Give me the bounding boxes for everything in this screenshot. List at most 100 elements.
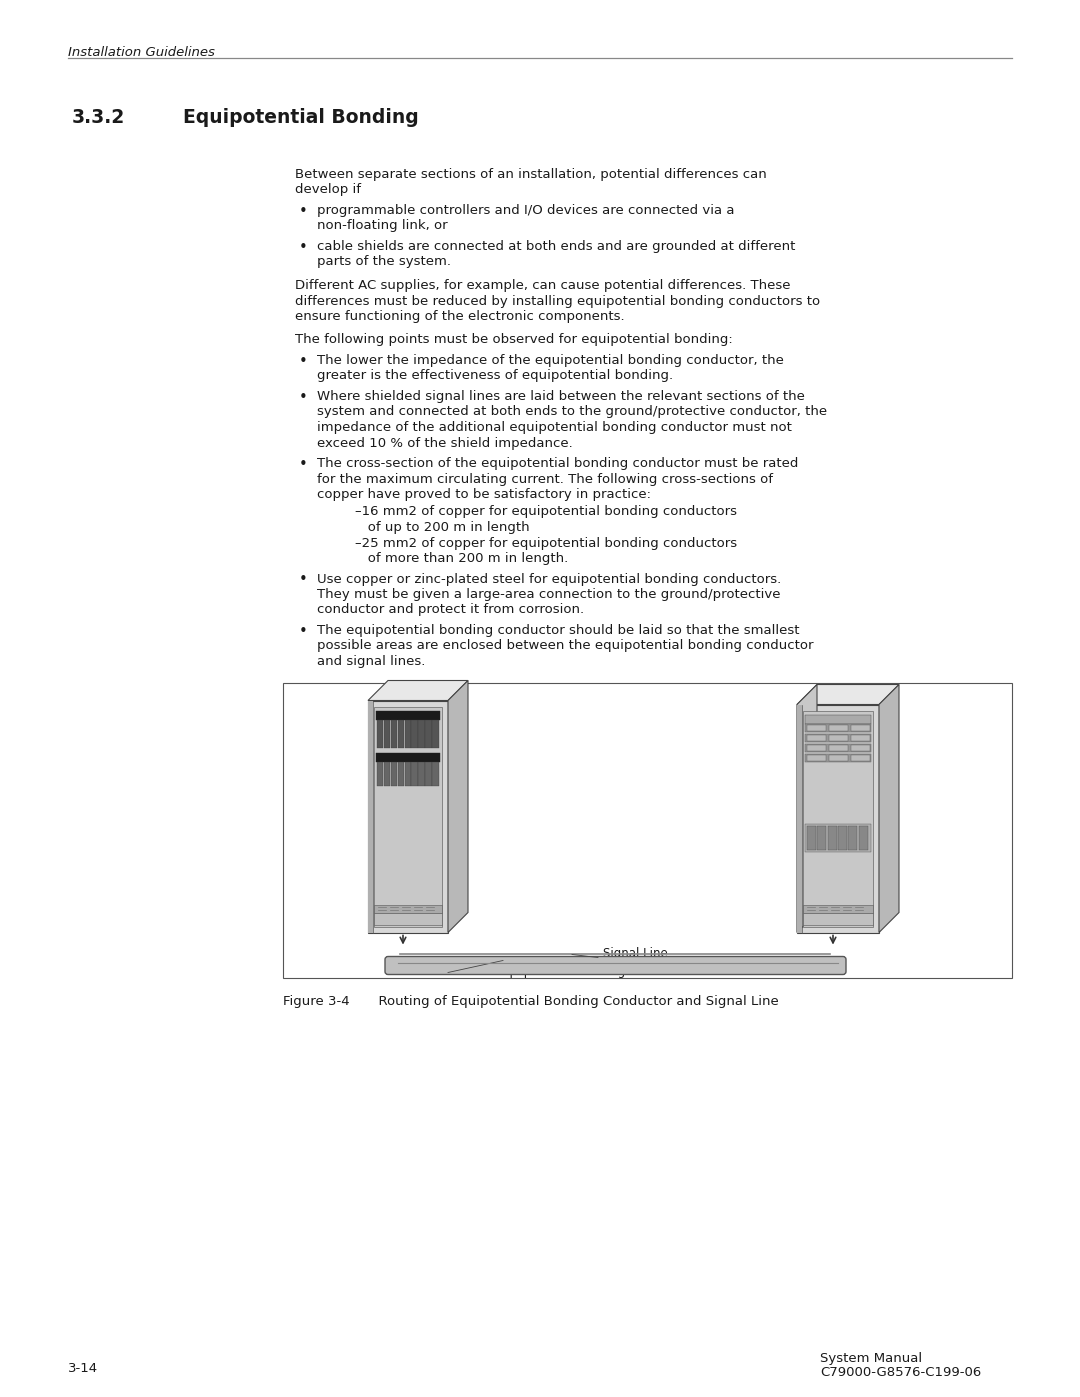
FancyBboxPatch shape	[384, 957, 846, 975]
Bar	[859, 826, 867, 849]
Bar	[848, 826, 858, 849]
Text: of up to 200 m in length: of up to 200 m in length	[355, 521, 529, 534]
Bar	[374, 707, 442, 926]
Polygon shape	[448, 680, 468, 933]
Text: system and connected at both ends to the ground/protective conductor, the: system and connected at both ends to the…	[318, 405, 827, 419]
Text: •: •	[299, 457, 308, 472]
Bar	[283, 683, 1012, 978]
Polygon shape	[879, 685, 899, 933]
Polygon shape	[368, 680, 468, 700]
Bar	[368, 700, 448, 933]
Bar	[797, 704, 879, 933]
Bar	[829, 735, 848, 740]
Bar	[432, 719, 438, 747]
Text: –16 mm2 of copper for equipotential bonding conductors: –16 mm2 of copper for equipotential bond…	[355, 506, 737, 518]
Bar	[805, 753, 870, 761]
Text: and signal lines.: and signal lines.	[318, 655, 426, 668]
Text: Different AC supplies, for example, can cause potential differences. These: Different AC supplies, for example, can …	[295, 279, 791, 292]
Text: The lower the impedance of the equipotential bonding conductor, the: The lower the impedance of the equipoten…	[318, 353, 784, 367]
Bar	[411, 719, 418, 747]
Bar	[829, 754, 848, 760]
Polygon shape	[797, 685, 899, 704]
Polygon shape	[797, 685, 816, 933]
Text: EquipotentialBonding Conductor: EquipotentialBonding Conductor	[498, 965, 690, 978]
Bar	[804, 711, 873, 926]
Text: impedance of the additional equipotential bonding conductor must not: impedance of the additional equipotentia…	[318, 420, 792, 434]
Bar	[829, 745, 848, 750]
Text: cable shields are connected at both ends and are grounded at different: cable shields are connected at both ends…	[318, 240, 795, 253]
Bar	[374, 912, 442, 925]
Text: programmable controllers and I/O devices are connected via a: programmable controllers and I/O devices…	[318, 204, 734, 217]
Text: greater is the effectiveness of equipotential bonding.: greater is the effectiveness of equipote…	[318, 369, 673, 383]
Bar	[807, 735, 826, 740]
Bar	[418, 761, 424, 785]
Bar	[807, 725, 826, 731]
Bar	[818, 826, 826, 849]
Text: non-floating link, or: non-floating link, or	[318, 219, 447, 232]
Bar	[829, 725, 848, 731]
Bar	[807, 754, 826, 760]
Text: Between separate sections of an installation, potential differences can: Between separate sections of an installa…	[295, 168, 767, 182]
Bar	[805, 724, 870, 732]
Text: ensure functioning of the electronic components.: ensure functioning of the electronic com…	[295, 310, 624, 323]
Text: for the maximum circulating current. The following cross-sections of: for the maximum circulating current. The…	[318, 472, 773, 486]
Bar	[383, 761, 390, 785]
Text: The cross-section of the equipotential bonding conductor must be rated: The cross-section of the equipotential b…	[318, 457, 798, 469]
Bar	[376, 753, 440, 761]
Text: Installation Guidelines: Installation Guidelines	[68, 46, 215, 59]
Text: Use copper or zinc-plated steel for equipotential bonding conductors.: Use copper or zinc-plated steel for equi…	[318, 573, 781, 585]
Bar	[374, 904, 442, 912]
Bar	[804, 912, 873, 925]
Text: •: •	[299, 573, 308, 588]
Bar	[805, 714, 870, 724]
Bar	[851, 745, 870, 750]
Text: The following points must be observed for equipotential bonding:: The following points must be observed fo…	[295, 334, 732, 346]
Bar	[432, 761, 438, 785]
Bar	[838, 826, 847, 849]
Text: •: •	[299, 204, 308, 219]
Text: 3.3.2: 3.3.2	[72, 108, 125, 127]
Text: exceed 10 % of the shield impedance.: exceed 10 % of the shield impedance.	[318, 436, 572, 450]
Text: •: •	[299, 240, 308, 256]
Text: develop if: develop if	[295, 183, 361, 197]
Text: Signal Line: Signal Line	[603, 947, 667, 961]
Bar	[805, 733, 870, 742]
Text: possible areas are enclosed between the equipotential bonding conductor: possible areas are enclosed between the …	[318, 640, 813, 652]
Bar	[418, 719, 424, 747]
Bar	[391, 719, 397, 747]
Text: copper have proved to be satisfactory in practice:: copper have proved to be satisfactory in…	[318, 488, 651, 502]
Text: Figure 3-4: Figure 3-4	[283, 996, 350, 1009]
Text: C79000-G8576-C199-06: C79000-G8576-C199-06	[820, 1366, 982, 1379]
Bar	[805, 823, 870, 852]
Bar	[377, 761, 383, 785]
Text: –25 mm2 of copper for equipotential bonding conductors: –25 mm2 of copper for equipotential bond…	[355, 536, 738, 549]
Text: •: •	[299, 624, 308, 638]
Text: conductor and protect it from corrosion.: conductor and protect it from corrosion.	[318, 604, 584, 616]
Bar	[383, 719, 390, 747]
Bar	[397, 761, 404, 785]
Text: Routing of Equipotential Bonding Conductor and Signal Line: Routing of Equipotential Bonding Conduct…	[353, 996, 779, 1009]
Bar	[426, 761, 432, 785]
Text: parts of the system.: parts of the system.	[318, 256, 451, 268]
Text: 3-14: 3-14	[68, 1362, 98, 1375]
Bar	[405, 719, 411, 747]
Bar	[368, 700, 373, 933]
Bar	[851, 754, 870, 760]
Bar	[851, 735, 870, 740]
Bar	[397, 719, 404, 747]
Text: of more than 200 m in length.: of more than 200 m in length.	[355, 552, 568, 564]
Bar	[377, 719, 383, 747]
Text: System Manual: System Manual	[820, 1352, 922, 1365]
Bar	[411, 761, 418, 785]
Text: The equipotential bonding conductor should be laid so that the smallest: The equipotential bonding conductor shou…	[318, 624, 799, 637]
Text: They must be given a large-area connection to the ground/protective: They must be given a large-area connecti…	[318, 588, 781, 601]
Bar	[391, 761, 397, 785]
Bar	[426, 719, 432, 747]
Text: differences must be reduced by installing equipotential bonding conductors to: differences must be reduced by installin…	[295, 295, 820, 307]
Text: •: •	[299, 353, 308, 369]
Bar	[797, 704, 802, 933]
Text: •: •	[299, 390, 308, 405]
Text: Where shielded signal lines are laid between the relevant sections of the: Where shielded signal lines are laid bet…	[318, 390, 805, 402]
Bar	[805, 743, 870, 752]
Bar	[405, 761, 411, 785]
